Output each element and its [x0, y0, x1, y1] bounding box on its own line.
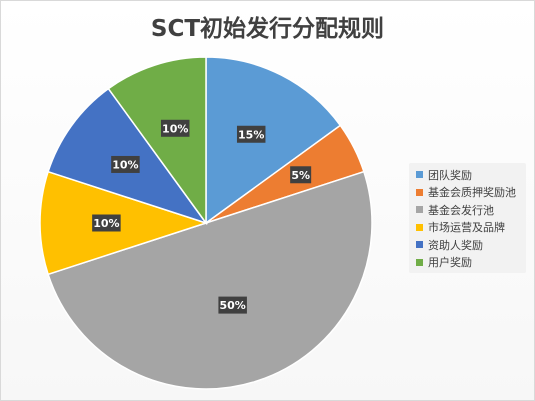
- data-label-6: 10%: [160, 119, 190, 137]
- legend-label: 市场运营及品牌: [428, 221, 505, 235]
- chart-legend: 团队奖励基金会质押奖励池 基金会发行池 市场运营及品牌 资助人奖励用户奖励: [409, 163, 526, 273]
- legend-label: 基金会质押奖励池: [428, 186, 516, 200]
- legend-label: 资助人奖励: [428, 238, 483, 252]
- data-label-3: 50%: [218, 296, 247, 314]
- data-label-1: 15%: [236, 125, 266, 143]
- pie-slice-6: [107, 56, 207, 226]
- data-label-box: [111, 155, 140, 173]
- legend-swatch: [416, 206, 423, 214]
- legend-item-4: 市场运营及品牌: [416, 219, 526, 237]
- pie-slice-4: [39, 170, 209, 276]
- data-label-box: [160, 119, 190, 137]
- pie-slice-3: [47, 170, 373, 390]
- data-label-text: 15%: [238, 128, 264, 141]
- data-label-4: 10%: [92, 214, 121, 232]
- legend-swatch: [416, 258, 423, 266]
- legend-item-2: 基金会质押奖励池: [416, 184, 526, 202]
- legend-label: 用户奖励: [428, 256, 472, 270]
- data-label-text: 10%: [93, 217, 119, 230]
- data-label-text: 10%: [162, 122, 188, 135]
- data-label-text: 50%: [220, 299, 246, 312]
- data-label-5: 10%: [111, 155, 140, 173]
- legend-label: 团队奖励: [428, 168, 472, 182]
- data-label-2: 5%: [290, 166, 312, 184]
- pie-slice-1: [205, 56, 342, 225]
- data-label-box: [92, 214, 121, 232]
- pie-slice-5: [47, 87, 208, 225]
- legend-label: 基金会发行池: [428, 203, 494, 217]
- chart-title: SCT初始发行分配规则: [150, 16, 385, 42]
- legend-item-6: 用户奖励: [416, 254, 526, 272]
- data-label-box: [218, 296, 247, 314]
- data-label-text: 5%: [291, 169, 310, 182]
- legend-swatch: [416, 171, 423, 179]
- legend-item-3: 基金会发行池: [416, 201, 526, 219]
- data-label-box: [236, 125, 266, 143]
- data-label-box: [290, 166, 312, 184]
- legend-swatch: [416, 223, 423, 231]
- legend-item-1: 团队奖励: [416, 166, 526, 184]
- legend-item-5: 资助人奖励: [416, 236, 526, 254]
- legend-swatch: [416, 241, 423, 249]
- data-label-text: 10%: [112, 158, 138, 171]
- legend-swatch: [416, 188, 423, 196]
